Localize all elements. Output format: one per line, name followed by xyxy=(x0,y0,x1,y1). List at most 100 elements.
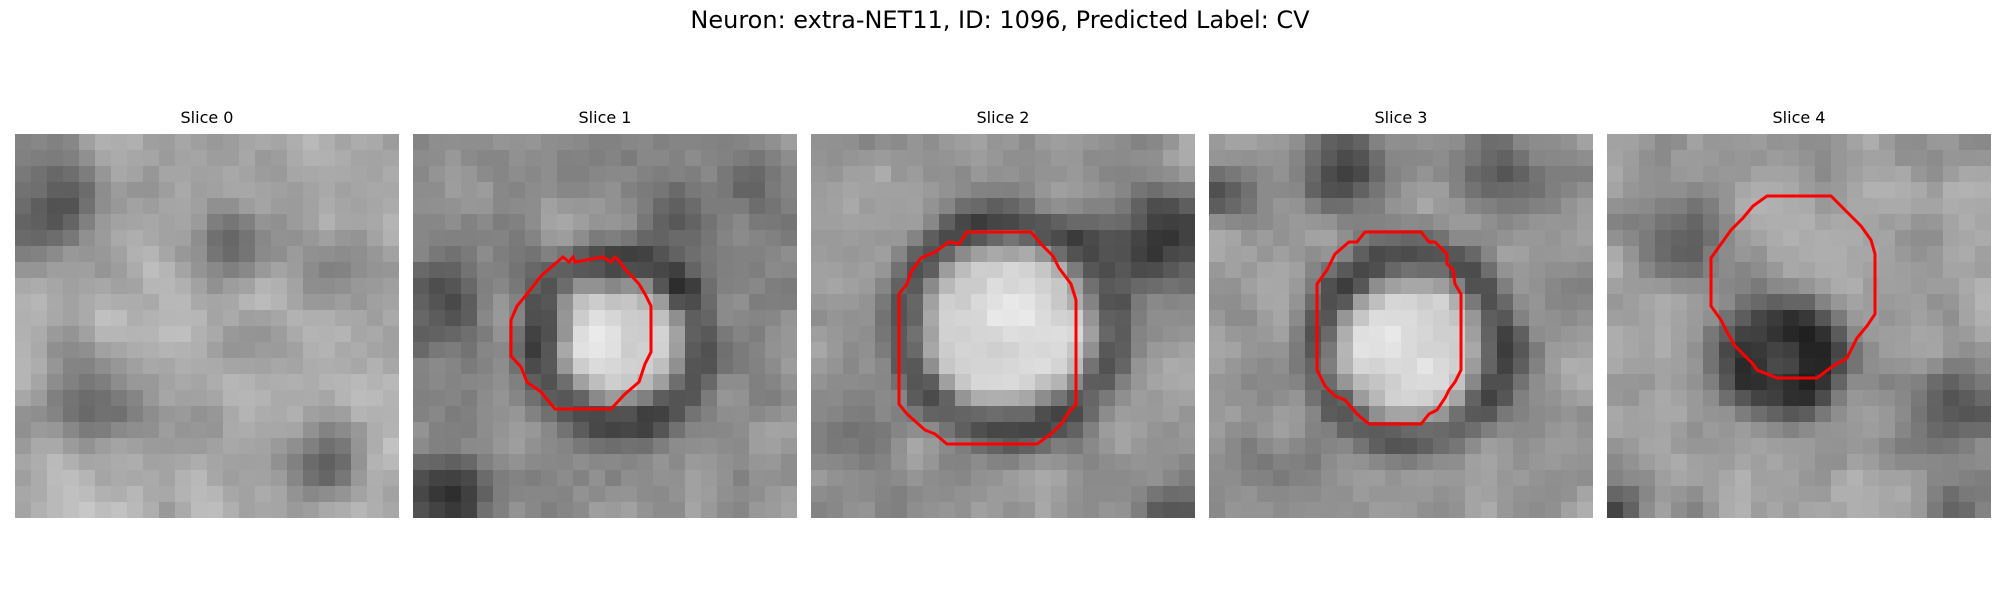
pixel xyxy=(573,246,590,263)
pixel xyxy=(573,342,590,359)
pixel xyxy=(955,406,972,423)
pixel xyxy=(175,134,192,151)
pixel xyxy=(159,198,176,215)
pixel xyxy=(1513,246,1530,263)
pixel xyxy=(1545,486,1562,503)
pixel xyxy=(733,502,750,518)
pixel xyxy=(573,230,590,247)
pixel xyxy=(1257,374,1274,391)
pixel xyxy=(175,166,192,183)
pixel xyxy=(971,438,988,455)
pixel xyxy=(1115,470,1132,487)
pixel xyxy=(159,246,176,263)
pixel xyxy=(95,374,112,391)
pixel xyxy=(573,166,590,183)
pixel xyxy=(1417,358,1434,375)
pixel xyxy=(621,150,638,167)
pixel xyxy=(1241,150,1258,167)
pixel xyxy=(827,422,844,439)
pixel xyxy=(175,502,192,518)
pixel xyxy=(701,278,718,295)
pixel xyxy=(1083,246,1100,263)
pixel xyxy=(923,390,940,407)
pixel xyxy=(1163,198,1180,215)
pixel xyxy=(255,454,272,471)
pixel xyxy=(1273,422,1290,439)
pixel xyxy=(1481,390,1498,407)
pixel xyxy=(1385,198,1402,215)
pixel xyxy=(1115,422,1132,439)
pixel xyxy=(1815,454,1832,471)
pixel xyxy=(1369,326,1386,343)
pixel xyxy=(143,326,160,343)
pixel xyxy=(1513,454,1530,471)
pixel xyxy=(1289,198,1306,215)
pixel xyxy=(1879,198,1896,215)
pixel xyxy=(811,486,828,503)
pixel xyxy=(939,182,956,199)
pixel xyxy=(1607,150,1624,167)
pixel xyxy=(287,358,304,375)
pixel xyxy=(445,262,462,279)
pixel xyxy=(1465,502,1482,518)
pixel xyxy=(143,486,160,503)
pixel xyxy=(95,198,112,215)
pixel xyxy=(669,150,686,167)
pixel xyxy=(1623,422,1640,439)
pixel xyxy=(1911,182,1928,199)
pixel xyxy=(1465,342,1482,359)
pixel xyxy=(271,214,288,231)
pixel xyxy=(1433,502,1450,518)
pixel xyxy=(1385,470,1402,487)
pixel xyxy=(255,294,272,311)
pixel xyxy=(1513,310,1530,327)
pixel xyxy=(1257,182,1274,199)
pixel xyxy=(1289,470,1306,487)
pixel xyxy=(1529,406,1546,423)
pixel xyxy=(1083,198,1100,215)
pixel xyxy=(1051,310,1068,327)
pixel xyxy=(1577,246,1593,263)
pixel xyxy=(1687,470,1704,487)
pixel xyxy=(477,358,494,375)
pixel xyxy=(1815,326,1832,343)
pixel xyxy=(1943,342,1960,359)
pixel xyxy=(1003,422,1020,439)
pixel xyxy=(859,438,876,455)
pixel xyxy=(621,310,638,327)
pixel xyxy=(827,214,844,231)
pixel xyxy=(733,230,750,247)
pixel xyxy=(1671,326,1688,343)
pixel xyxy=(1385,406,1402,423)
pixel xyxy=(143,310,160,327)
pixel xyxy=(413,246,430,263)
pixel xyxy=(1735,182,1752,199)
pixel xyxy=(1895,454,1912,471)
pixel xyxy=(351,246,368,263)
pixel xyxy=(669,326,686,343)
pixel xyxy=(319,502,336,518)
pixel xyxy=(1545,230,1562,247)
pixel xyxy=(1879,422,1896,439)
pixel xyxy=(79,406,96,423)
pixel xyxy=(1545,342,1562,359)
pixel xyxy=(1083,230,1100,247)
pixel xyxy=(1003,278,1020,295)
pixel xyxy=(461,374,478,391)
pixel xyxy=(1831,406,1848,423)
pixel xyxy=(955,294,972,311)
pixel xyxy=(255,486,272,503)
pixel xyxy=(1911,278,1928,295)
pixel xyxy=(63,438,80,455)
pixel xyxy=(891,406,908,423)
pixel xyxy=(1623,150,1640,167)
pixel xyxy=(159,182,176,199)
pixel xyxy=(1179,230,1195,247)
pixel xyxy=(1735,358,1752,375)
pixel xyxy=(1179,166,1195,183)
pixel xyxy=(1289,134,1306,151)
pixel xyxy=(653,486,670,503)
pixel xyxy=(907,182,924,199)
pixel xyxy=(1163,326,1180,343)
pixel xyxy=(271,246,288,263)
